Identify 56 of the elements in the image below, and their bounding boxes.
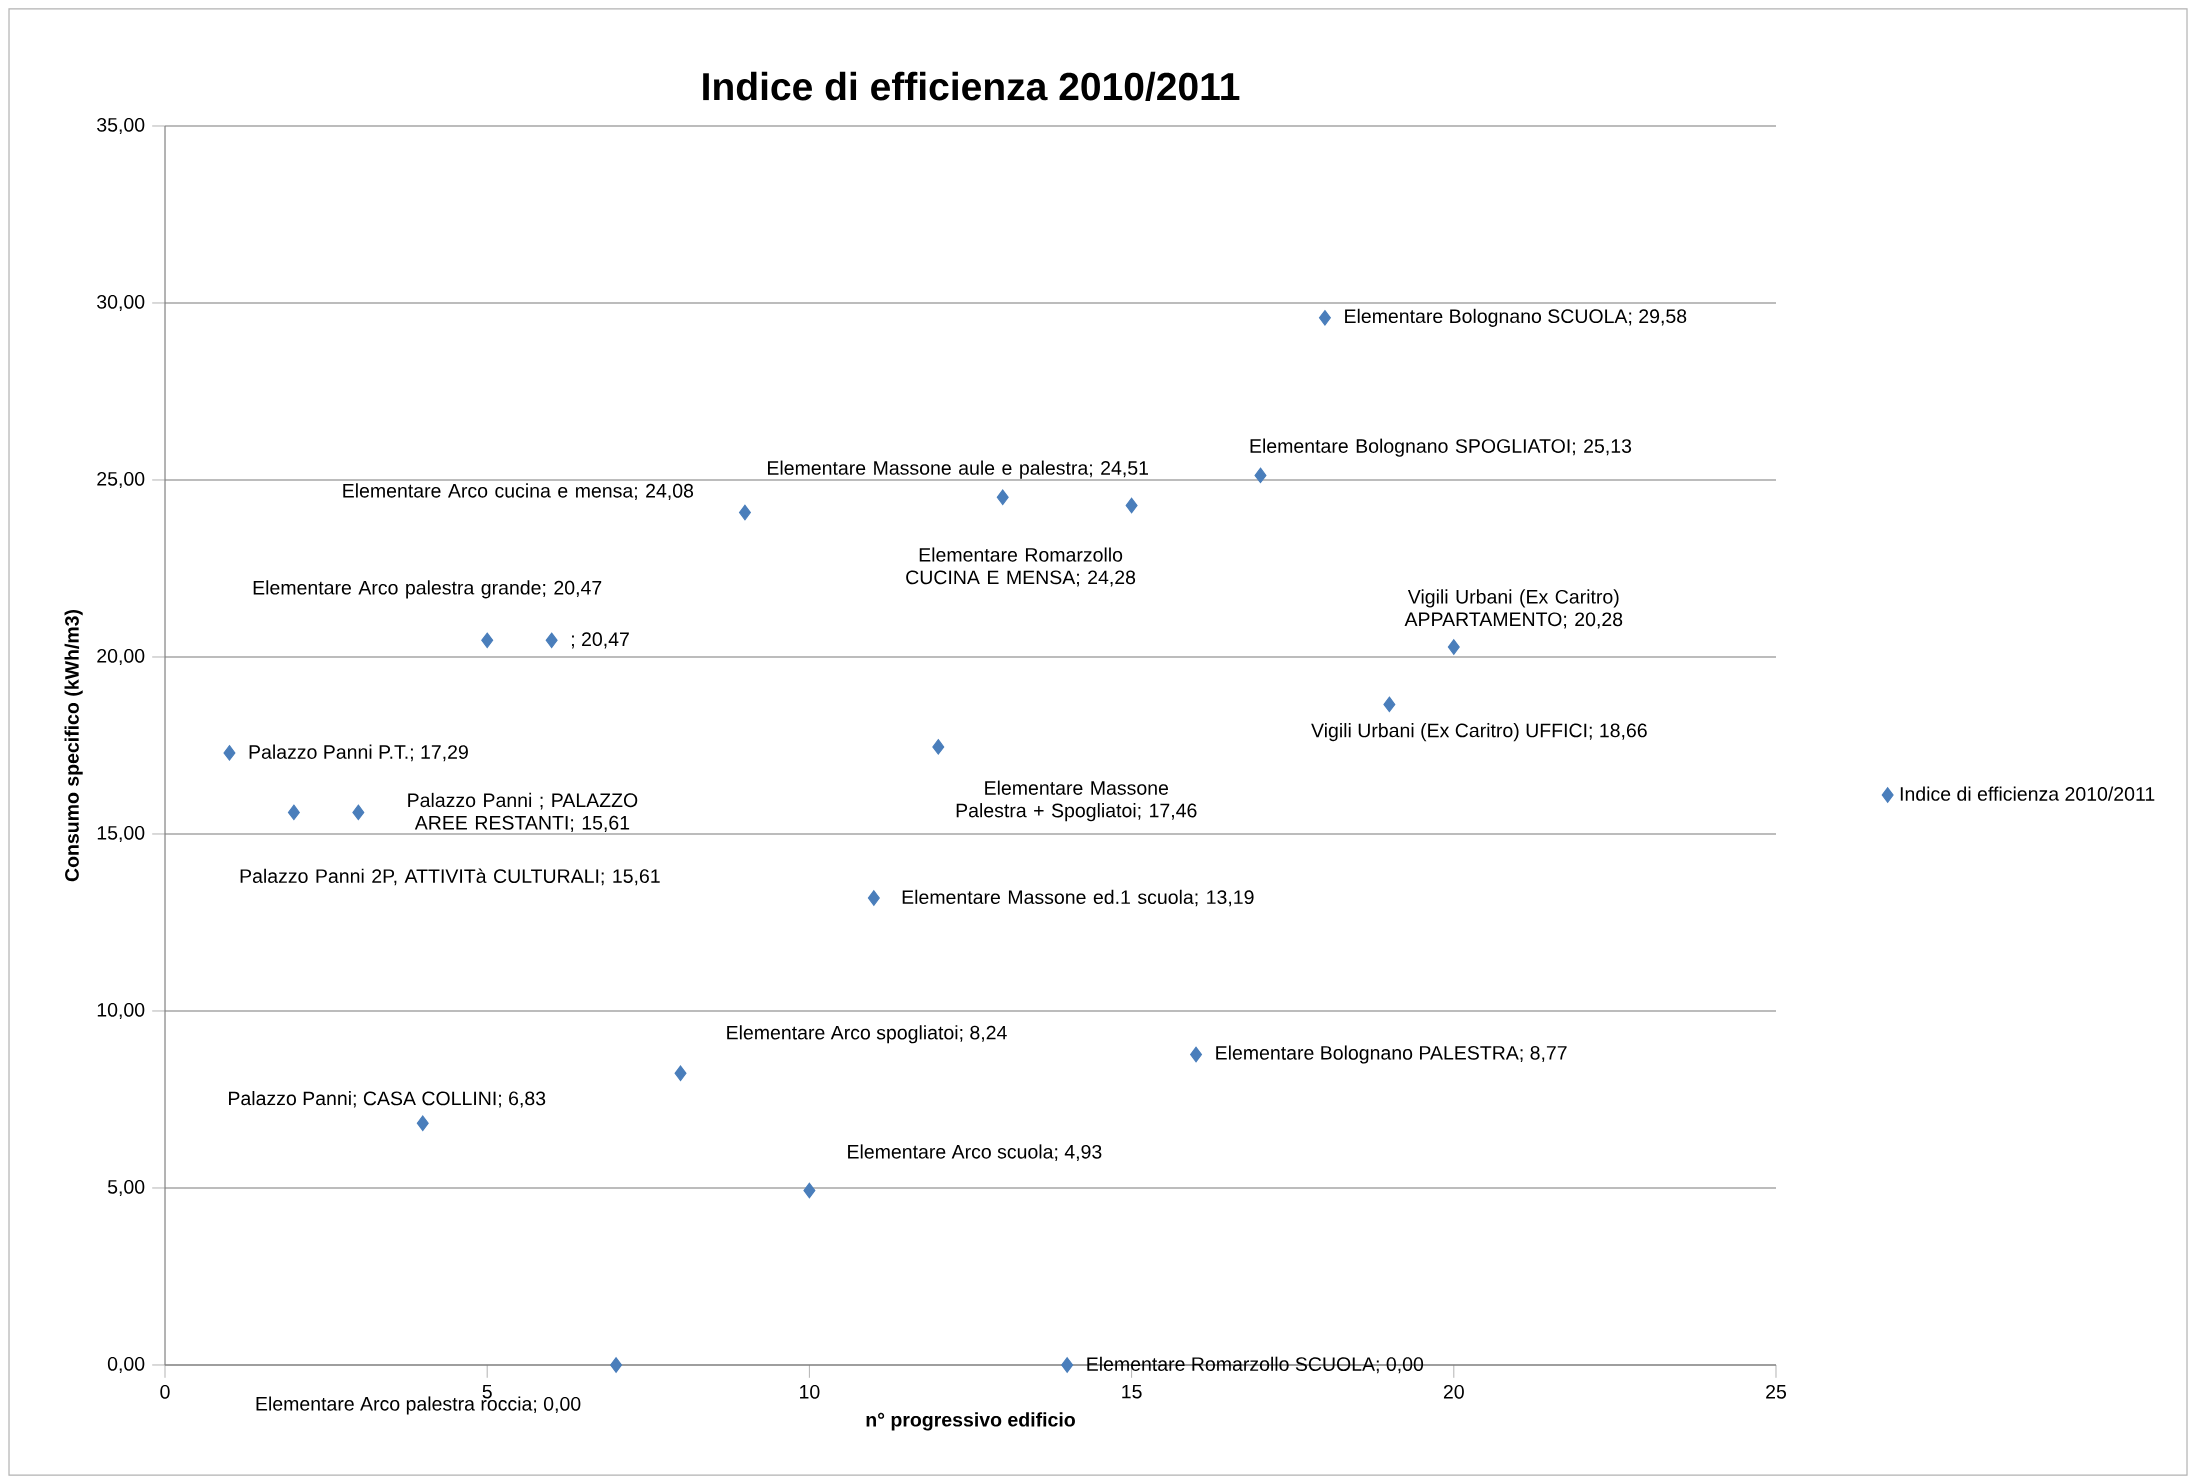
point [867,890,880,906]
x-tick-label: 15 [1122,1384,1142,1399]
y-tick-label: 15,00 [97,825,145,842]
x-tick-label: 25 [1766,1384,1787,1399]
annotation: Palazzo Panni ; PALAZZO AREE RESTANTI; 15,61 [408,792,638,832]
annotation: Elementare Bolognano PALESTRA; 8,77 [1216,1045,1567,1064]
x-tick-label: 10 [800,1384,820,1399]
x-axis-title: n° progressivo edificio [866,1412,1075,1431]
annotation: Palazzo Panni; CASA COLLINI; 6,83 [229,1090,546,1108]
point [1383,696,1396,713]
point [738,504,751,521]
point [223,745,236,761]
point [416,1115,429,1131]
y-tick-label: 0,00 [107,1356,145,1373]
point [1447,639,1460,655]
annotation: Elementare Bolognano SCUOLA; 29,58 [1345,308,1687,327]
y-tick-label: 5,00 [107,1179,145,1196]
annotation: Palazzo Panni P.T.; 17,29 [249,744,468,762]
point [674,1065,687,1082]
annotation: Elementare Massone Palestra + Spogliatoi; 17,46 [956,780,1197,822]
chart-title: Indice di efficienza 2010/2011 [703,71,1240,101]
y-tick-label: 25,00 [97,471,145,489]
point [1190,1046,1203,1063]
y-axis-title: Consumo specifico (kWh/m3) [64,609,83,882]
annotation: ; 20,47 [571,632,629,649]
point [803,1182,816,1199]
annotation: Elementare Arco spogliatoi; 8,24 [727,1025,1007,1044]
annotation: Vigili Urbani (Ex Caritro) UFFICI; 18,66 [1311,723,1647,742]
annotation: Elementare Romarzollo SCUOLA; 0,00 [1087,1356,1424,1374]
x-tick-label: 0 [160,1384,170,1399]
y-tick-label: 30,00 [97,294,145,312]
point [1318,310,1331,326]
point [1061,1357,1074,1373]
annotation: Palazzo Panni 2P, ATTIVITà CULTURALI; 15,61 [240,868,660,886]
annotation: Vigili Urbani (Ex Caritro) APPARTAMENTO; 20,28 [1404,589,1623,629]
annotation: Elementare Arco palestra grande; 20,47 [253,580,602,599]
point [996,489,1009,506]
point [481,632,494,649]
y-tick-label: 35,00 [97,117,145,135]
annotation: Elementare Romarzollo CUCINA E MENSA; 24,28 [906,547,1136,587]
point [287,804,300,821]
y-tick-label: 10,00 [97,1002,145,1019]
point [610,1357,623,1373]
point [1125,497,1138,514]
annotation: Elementare Massone ed.1 scuola; 13,19 [902,889,1254,907]
y-tick-label: 20,00 [97,648,145,666]
x-tick-label: 20 [1443,1384,1464,1399]
annotation: Elementare Massone aule e palestra; 24,51 [768,460,1149,479]
point [352,804,365,821]
point [545,632,558,649]
annotation: Elementare Arco cucina e mensa; 24,08 [343,483,694,500]
annotation: Elementare Bolognano SPOGLIATOI; 25,13 [1250,438,1632,457]
point [1254,467,1267,484]
annotation: Elementare Arco scuola; 4,93 [848,1144,1102,1161]
legend-label: Indice di efficienza 2010/2011 [1900,786,2155,801]
point [932,739,945,755]
